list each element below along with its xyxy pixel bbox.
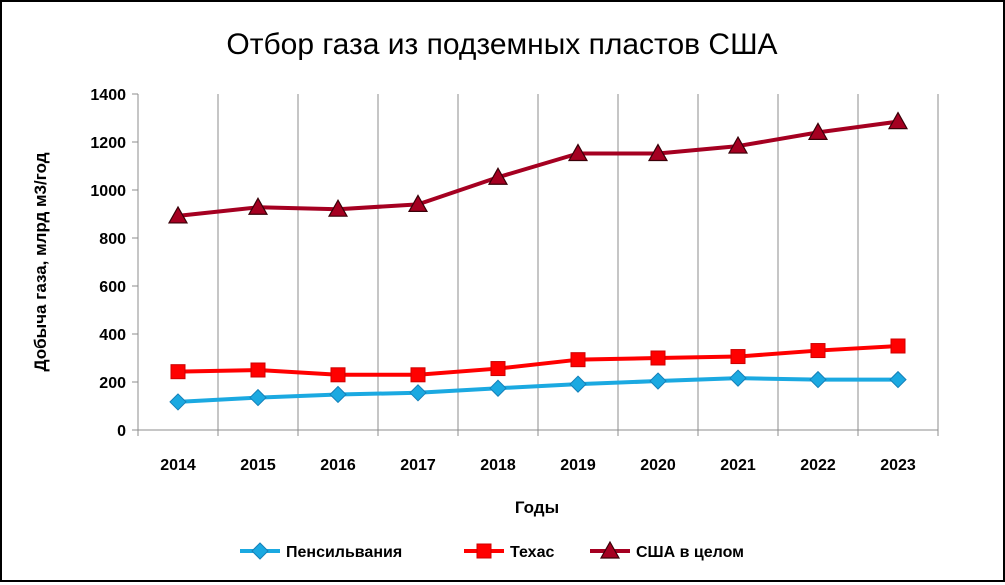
y-axis-label: Добыча газа, млрд м3/год: [31, 152, 50, 371]
chart-title: Отбор газа из подземных пластов США: [226, 28, 777, 61]
triangle-series-point: [567, 143, 589, 162]
triangle-series-point: [247, 197, 269, 215]
square-series-point: [650, 350, 666, 366]
triangle-series-point: [727, 135, 749, 154]
x-tick-label: 2017: [400, 457, 436, 474]
square-series-point: [410, 367, 426, 383]
triangle-series-point: [487, 167, 509, 185]
legend-marker: [251, 542, 269, 560]
square-series-point: [490, 361, 506, 377]
triangle-series-point: [407, 194, 429, 212]
diamond-series-point: [729, 369, 747, 387]
square-series-point: [810, 343, 826, 359]
y-tick-label: 0: [117, 423, 126, 440]
legend-marker: [476, 543, 492, 559]
x-tick-label: 2021: [720, 457, 756, 474]
x-tick-label: 2015: [240, 457, 276, 474]
x-axis-label: Годы: [515, 498, 559, 517]
square-series-point: [730, 349, 746, 365]
triangle-series-point: [167, 205, 189, 224]
legend-label: США в целом: [636, 544, 744, 561]
x-tick-label: 2020: [640, 457, 676, 474]
y-tick-label: 400: [99, 327, 126, 344]
plot-area: 0 200 400 600 800 1000 1200 1400 2014 2015 2016 201…: [90, 87, 939, 474]
diamond-series-line: [177, 376, 898, 404]
diamond-series-point: [329, 385, 347, 404]
legend-marker: [599, 540, 621, 559]
y-tick-label: 1200: [90, 135, 126, 152]
x-tick-label: 2023: [880, 457, 916, 474]
diamond-series-point: [649, 372, 667, 390]
diamond-series-point: [809, 370, 827, 389]
square-series-point: [250, 362, 266, 378]
y-tick-label: 1400: [90, 87, 126, 104]
diamond-series-point: [489, 379, 507, 397]
diamond-series-point: [409, 384, 427, 402]
y-tick-label: 200: [99, 375, 126, 392]
y-tick-label: 1000: [90, 183, 126, 200]
triangle-series-point: [887, 111, 909, 130]
x-tick-label: 2016: [320, 457, 356, 474]
y-tick-label: 600: [99, 279, 126, 296]
triangle-series-point: [647, 143, 669, 162]
diamond-series-point: [569, 375, 587, 393]
x-tick-label: 2014: [160, 457, 196, 474]
triangle-series-point: [327, 198, 349, 217]
legend-label: Пенсильвания: [286, 544, 402, 561]
diamond-series-point: [889, 370, 907, 389]
square-series-line: [177, 344, 899, 377]
legend-label: Техас: [510, 544, 554, 561]
triangle-series-point: [807, 122, 829, 140]
triangle-series-line: [177, 119, 899, 218]
square-series-point: [890, 338, 906, 354]
x-tick-label: 2018: [480, 457, 516, 474]
y-tick-label: 800: [99, 231, 126, 248]
square-series-point: [170, 364, 186, 380]
square-series-point: [330, 367, 346, 383]
x-tick-label: 2019: [560, 457, 596, 474]
square-series-point: [570, 352, 586, 368]
legend: Пенсильвания Техас США в целом: [240, 540, 744, 561]
diamond-series-point: [169, 393, 187, 411]
diamond-series-point: [249, 388, 267, 407]
x-tick-label: 2022: [800, 457, 836, 474]
